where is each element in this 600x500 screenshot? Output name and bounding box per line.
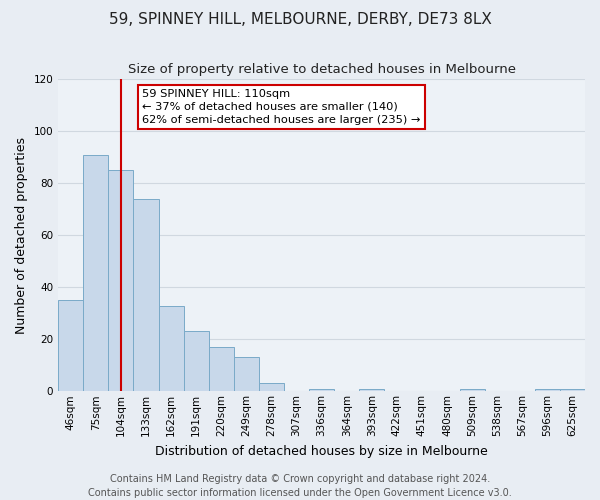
Bar [259, 384, 284, 392]
Bar [133, 199, 158, 392]
Bar [58, 300, 83, 392]
Text: 59, SPINNEY HILL, MELBOURNE, DERBY, DE73 8LX: 59, SPINNEY HILL, MELBOURNE, DERBY, DE73… [109, 12, 491, 28]
Bar [460, 388, 485, 392]
Text: Contains HM Land Registry data © Crown copyright and database right 2024.
Contai: Contains HM Land Registry data © Crown c… [88, 474, 512, 498]
Text: 59 SPINNEY HILL: 110sqm
← 37% of detached houses are smaller (140)
62% of semi-d: 59 SPINNEY HILL: 110sqm ← 37% of detache… [142, 89, 421, 125]
Bar [309, 388, 334, 392]
Bar [158, 306, 184, 392]
Bar [560, 388, 585, 392]
Bar [209, 347, 234, 392]
Bar [359, 388, 385, 392]
Bar [109, 170, 133, 392]
Y-axis label: Number of detached properties: Number of detached properties [15, 137, 28, 334]
Bar [234, 358, 259, 392]
Bar [184, 332, 209, 392]
X-axis label: Distribution of detached houses by size in Melbourne: Distribution of detached houses by size … [155, 444, 488, 458]
Title: Size of property relative to detached houses in Melbourne: Size of property relative to detached ho… [128, 62, 515, 76]
Bar [83, 155, 109, 392]
Bar [535, 388, 560, 392]
